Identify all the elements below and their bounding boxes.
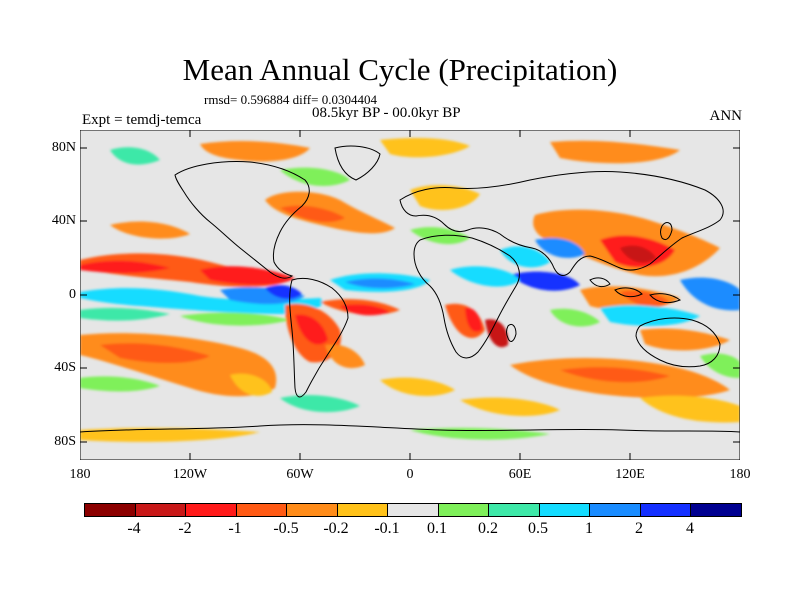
lon-label-180w: 180 bbox=[69, 467, 91, 482]
precipitation-map bbox=[80, 130, 740, 460]
colorbar-swatch bbox=[539, 504, 591, 516]
stats-text: rmsd= 0.596884 diff= 0.0304404 bbox=[204, 92, 377, 107]
lon-label-120e: 120E bbox=[615, 467, 645, 482]
anomaly-fields bbox=[80, 138, 740, 442]
colorbar-swatch bbox=[236, 504, 288, 516]
lat-label-40s: 40S bbox=[54, 360, 76, 375]
lon-label-60e: 60E bbox=[508, 467, 532, 482]
chart-title: Mean Annual Cycle (Precipitation) bbox=[182, 52, 618, 87]
colorbar-swatch bbox=[186, 504, 237, 516]
lon-label-120w: 120W bbox=[172, 467, 208, 482]
colorbar-swatch bbox=[388, 504, 439, 516]
lon-label-60w: 60W bbox=[286, 467, 314, 482]
colorbar-label: -0.1 bbox=[374, 520, 400, 537]
lon-label-180e: 180 bbox=[729, 467, 751, 482]
colorbar-label: -4 bbox=[127, 520, 141, 537]
lat-label-80s: 80S bbox=[54, 434, 76, 449]
colorbar-swatch bbox=[489, 504, 540, 516]
colorbar-swatch bbox=[287, 504, 338, 516]
lat-label-80n: 80N bbox=[51, 140, 76, 155]
colorbar-swatch bbox=[85, 504, 136, 516]
tick-marks bbox=[80, 130, 740, 460]
colorbar-label: -0.2 bbox=[323, 520, 349, 537]
colorbar-label: -2 bbox=[178, 520, 192, 537]
colorbar bbox=[84, 503, 742, 517]
colorbar-swatch bbox=[640, 504, 692, 516]
colorbar-swatch bbox=[590, 504, 641, 516]
coastlines bbox=[80, 145, 740, 433]
colorbar-label: 4 bbox=[686, 520, 694, 537]
colorbar-label: 0.1 bbox=[427, 520, 447, 537]
colorbar-swatch bbox=[135, 504, 187, 516]
lat-label-40n: 40N bbox=[51, 213, 76, 228]
season-label: ANN bbox=[709, 108, 743, 124]
colorbar-label: 0.5 bbox=[528, 520, 548, 537]
colorbar-swatch bbox=[691, 504, 741, 516]
experiment-label: Expt = temdj-temca bbox=[82, 112, 202, 128]
colorbar-swatch bbox=[438, 504, 490, 516]
colorbar-label: 0.2 bbox=[478, 520, 498, 537]
period-text: 08.5kyr BP - 00.0kyr BP bbox=[312, 105, 461, 121]
colorbar-label: -0.5 bbox=[273, 520, 299, 537]
colorbar-label: -1 bbox=[228, 520, 242, 537]
lat-label-0: 0 bbox=[69, 287, 76, 302]
colorbar-label: 1 bbox=[585, 520, 593, 537]
lon-label-0: 0 bbox=[406, 467, 414, 482]
colorbar-label: 2 bbox=[635, 520, 643, 537]
colorbar-swatch bbox=[337, 504, 389, 516]
